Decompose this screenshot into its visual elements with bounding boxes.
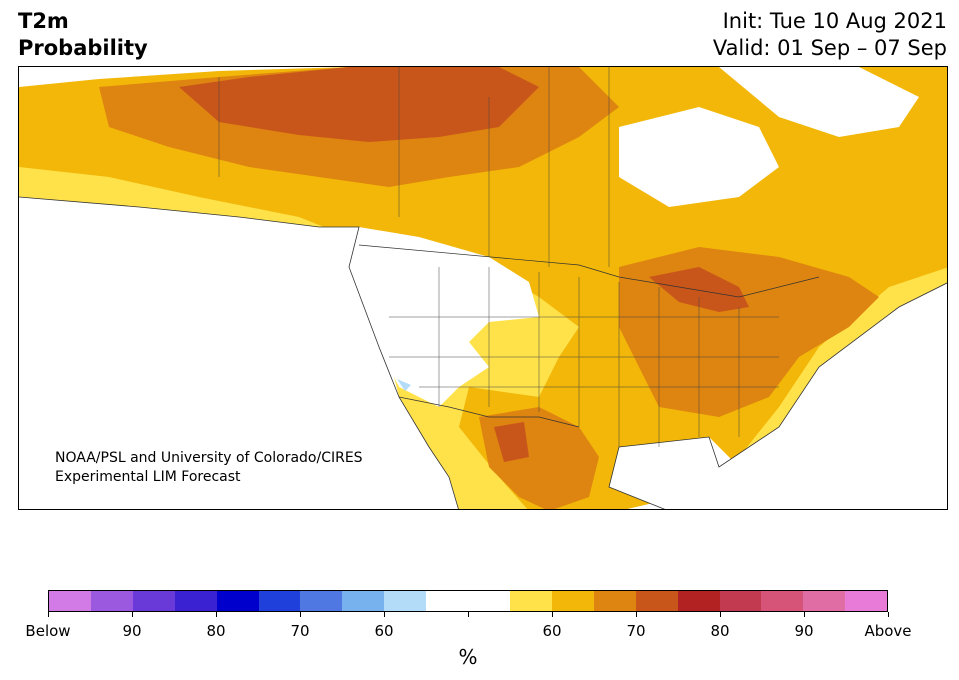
light-blue-spot: [397, 379, 411, 391]
colorbar-segment: [258, 591, 301, 611]
colorbar-tick: [215, 612, 217, 617]
colorbar-tick: [47, 612, 49, 617]
colorbar-segment: [677, 591, 720, 611]
colorbar-segment: [468, 591, 510, 611]
colorbar-tick: [635, 612, 637, 617]
colorbar-tick: [131, 612, 133, 617]
colorbar: [48, 590, 888, 612]
colorbar-segment: [509, 591, 552, 611]
coastline: [19, 196, 947, 509]
atlantic-ocean: [671, 283, 947, 509]
colorbar-segment: [132, 591, 175, 611]
probability-map: [19, 67, 947, 509]
colorbar-unit: %: [458, 645, 478, 669]
credit-line-1: NOAA/PSL and University of Colorado/CIRE…: [55, 450, 363, 466]
colorbar-segment: [49, 591, 91, 611]
colorbar-segment: [719, 591, 762, 611]
colorbar-tick: [719, 612, 721, 617]
hudson-bay: [619, 107, 779, 207]
colorbar-tick: [383, 612, 385, 617]
init-date: Init: Tue 10 Aug 2021: [722, 9, 947, 33]
colorbar-tick-label: 80: [710, 622, 730, 640]
forecast-dates: Init: Tue 10 Aug 2021 Valid: 01 Sep – 07…: [713, 8, 947, 62]
colorbar-tick: [887, 612, 889, 617]
province-borders: [218, 67, 610, 267]
colorbar-tick-label: 90: [794, 622, 814, 640]
us-canada-border: [358, 244, 820, 298]
colorbar-segment: [803, 591, 846, 611]
colorbar-tick-label: Below: [25, 622, 71, 640]
colorbar-segment: [551, 591, 594, 611]
colorbar-segment: [593, 591, 636, 611]
colorbar-tick-label: 70: [290, 622, 310, 640]
credit-text: NOAA/PSL and University of Colorado/CIRE…: [55, 449, 363, 487]
variable-title: T2m: [18, 9, 69, 33]
colorbar-segment: [426, 591, 469, 611]
gulf-of-mexico: [609, 437, 739, 507]
colorbar-segment: [174, 591, 217, 611]
colorbar-tick-label: 70: [626, 622, 646, 640]
colorbar-segment: [384, 591, 427, 611]
map-panel: NOAA/PSL and University of Colorado/CIRE…: [18, 66, 948, 510]
valid-range: Valid: 01 Sep – 07 Sep: [712, 36, 947, 60]
colorbar-tick: [299, 612, 301, 617]
colorbar-tick-label: 80: [206, 622, 226, 640]
region-deep-orange-lakes: [649, 267, 749, 312]
colorbar-tick-label: 60: [542, 622, 562, 640]
state-borders: [389, 267, 779, 447]
us-mexico-border: [398, 396, 580, 428]
colorbar-tick: [803, 612, 805, 617]
colorbar-tick-label: Above: [864, 622, 912, 640]
colorbar-tick-label: 90: [122, 622, 142, 640]
product-title: Probability: [18, 36, 148, 60]
colorbar-segment: [845, 591, 888, 611]
colorbar-segment: [635, 591, 678, 611]
colorbar-segment: [300, 591, 343, 611]
colorbar-segment: [761, 591, 804, 611]
colorbar-segment: [342, 591, 385, 611]
region-deep-orange-north: [179, 67, 539, 142]
credit-line-2: Experimental LIM Forecast: [55, 469, 241, 485]
colorbar-tick: [467, 612, 469, 617]
colorbar-segment: [90, 591, 133, 611]
colorbar-segment: [216, 591, 259, 611]
region-deep-orange-mexico: [494, 422, 529, 462]
greenland-area: [719, 67, 919, 137]
chart-title: T2m Probability: [18, 8, 148, 62]
colorbar-ticks: [47, 612, 889, 622]
colorbar-tick: [551, 612, 553, 617]
colorbar-tick-label: 60: [374, 622, 394, 640]
pacific-ocean: [19, 197, 459, 509]
